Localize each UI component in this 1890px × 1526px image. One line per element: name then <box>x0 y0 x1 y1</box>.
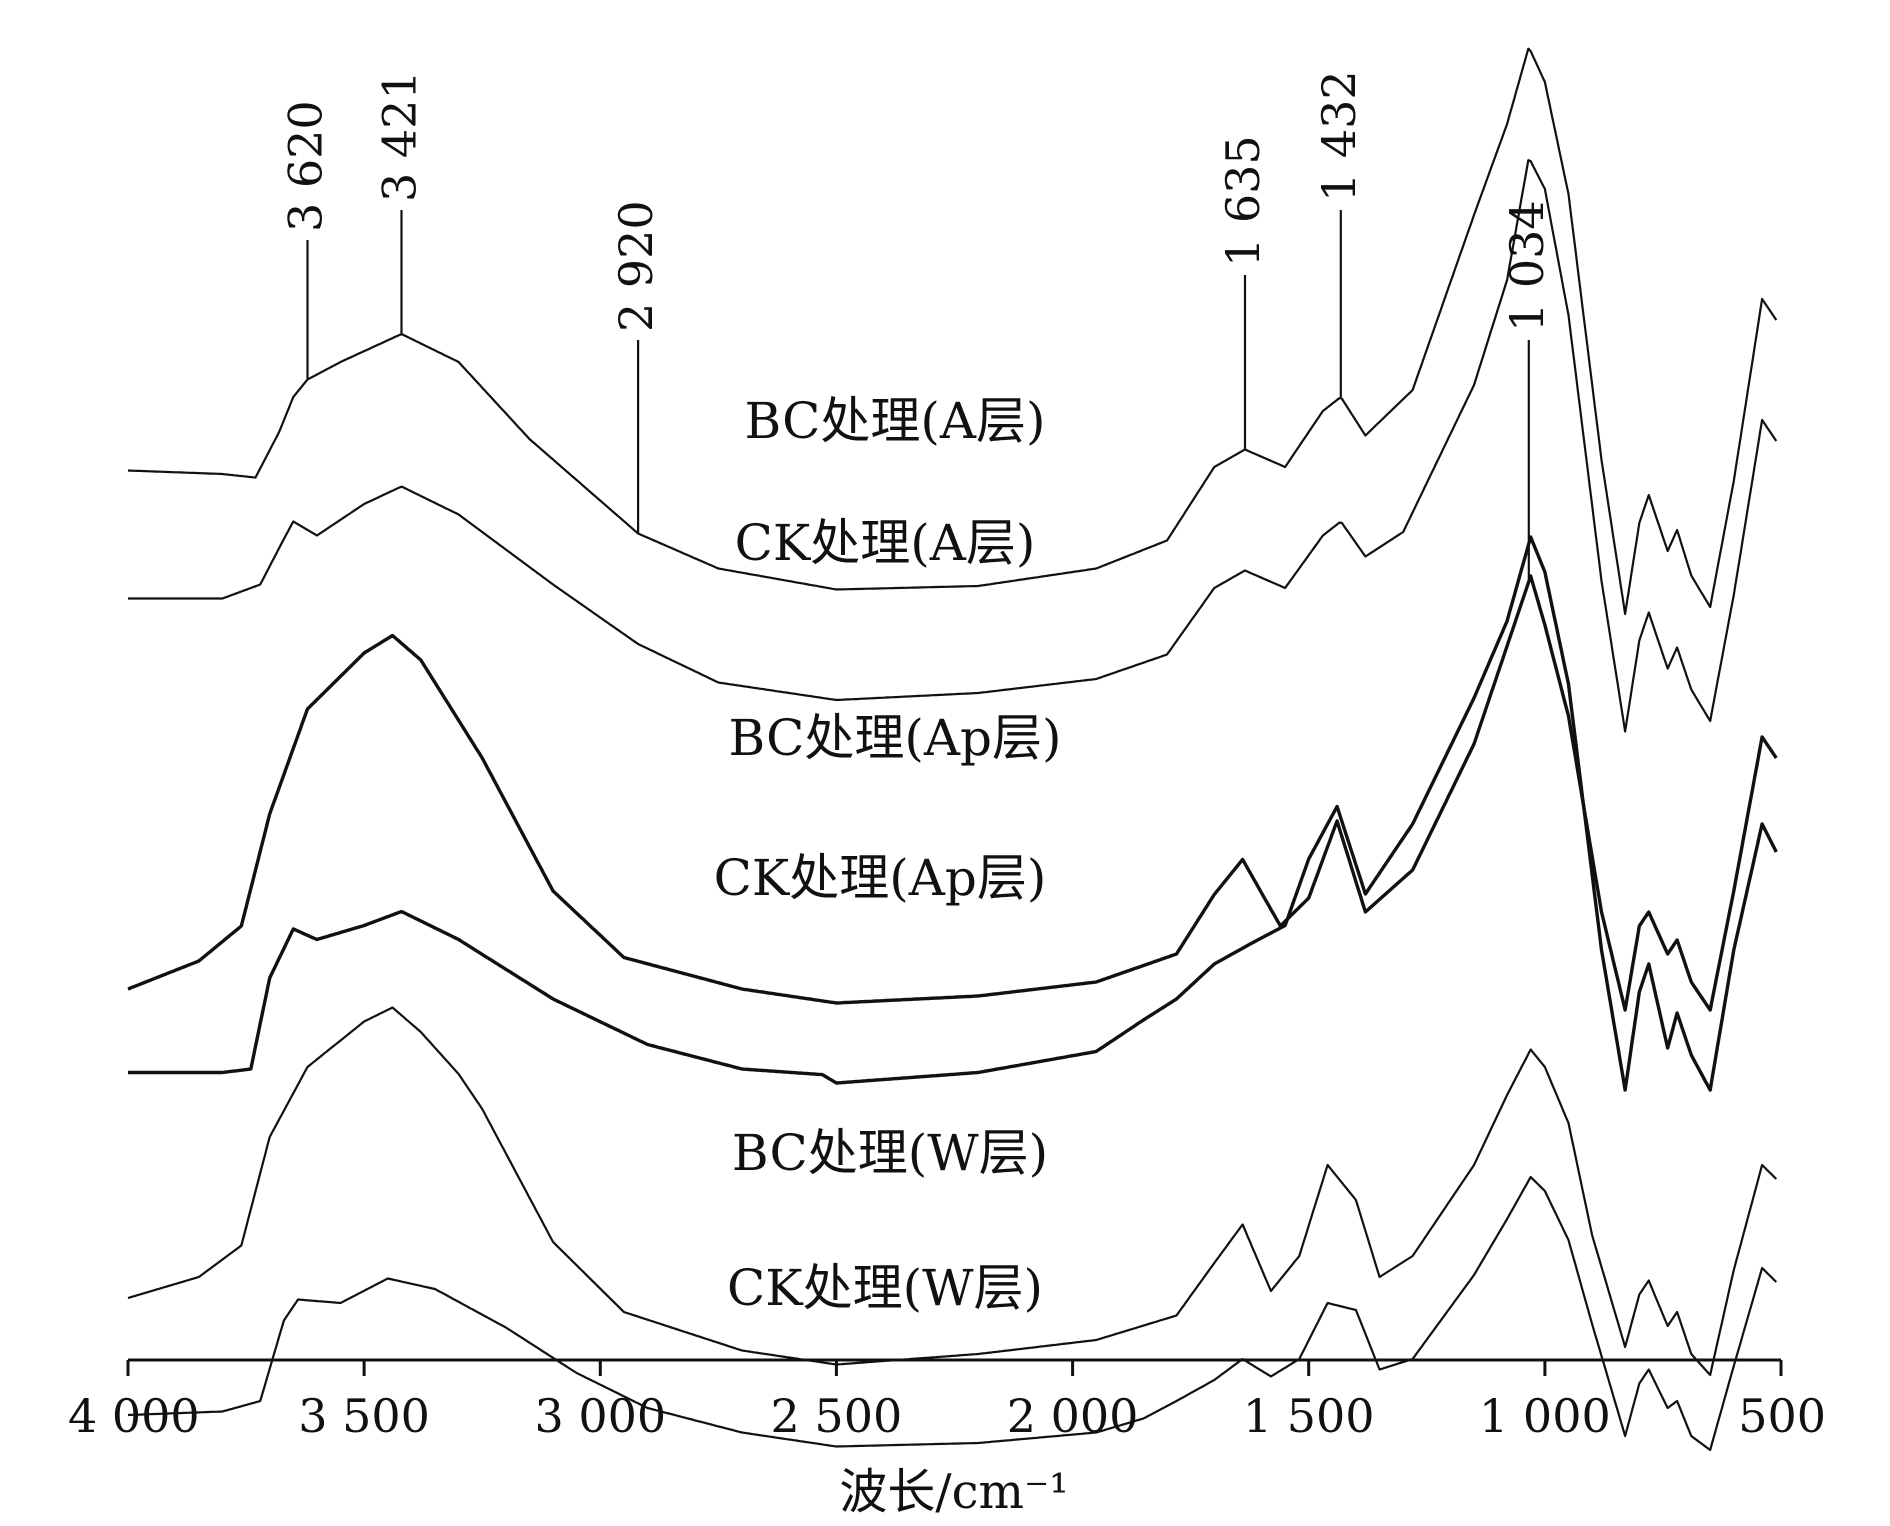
x-tick-label-1: 4 000 <box>68 1389 200 1443</box>
x-tick-label-3: 3 000 <box>534 1389 666 1443</box>
series-line-6 <box>127 1175 1778 1452</box>
series-line-4 <box>128 535 1778 1092</box>
series-label-6: CK处理(W层) <box>727 1259 1043 1317</box>
series-label-2: CK处理(A层) <box>735 514 1036 572</box>
series-line-5 <box>127 1006 1778 1377</box>
peak-annotations: 3 620 3 421 2 920 1 635 1 432 1 034 <box>279 70 1554 582</box>
x-tick-label-2: 3 500 <box>298 1389 430 1443</box>
peak-label-5: 1 432 <box>1312 70 1366 202</box>
peak-label-4: 1 635 <box>1216 135 1270 267</box>
x-tick-label-4: 2 500 <box>771 1389 903 1443</box>
series-labels: BC处理(A层) CK处理(A层) BC处理(Ap层) CK处理(Ap层) BC处理(W… <box>714 392 1062 1317</box>
peak-label-3: 2 920 <box>609 200 663 332</box>
x-axis-title: 波长/cm⁻¹ <box>839 1464 1068 1520</box>
x-tick-label-5: 2 000 <box>1007 1389 1139 1443</box>
series-label-4: CK处理(Ap层) <box>714 849 1047 907</box>
peak-label-2: 3 421 <box>373 70 427 202</box>
peak-label-1: 3 620 <box>279 100 333 232</box>
x-tick-label-8: 500 <box>1738 1389 1826 1443</box>
x-tick-label-7: 1 000 <box>1479 1389 1611 1443</box>
series-label-5: BC处理(W层) <box>732 1124 1048 1182</box>
series-label-1: BC处理(A层) <box>744 392 1045 450</box>
series-line-3 <box>127 574 1778 1012</box>
series-label-3: BC处理(Ap层) <box>728 709 1061 767</box>
series-line-2 <box>128 159 1778 733</box>
x-tick-label-6: 1 500 <box>1243 1389 1375 1443</box>
peak-label-6: 1 034 <box>1500 200 1554 332</box>
x-axis: 4 000 3 500 3 000 2 500 2 000 1 500 1 000 500 <box>68 1358 1826 1443</box>
series-line-1 <box>127 47 1778 616</box>
spectra-curves <box>127 47 1778 1452</box>
